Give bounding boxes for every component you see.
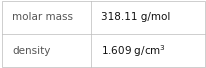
Text: density: density — [12, 46, 50, 56]
Text: molar mass: molar mass — [12, 12, 73, 22]
Text: 1.609 g/cm$^3$: 1.609 g/cm$^3$ — [101, 43, 166, 59]
Text: 318.11 g/mol: 318.11 g/mol — [101, 12, 170, 22]
